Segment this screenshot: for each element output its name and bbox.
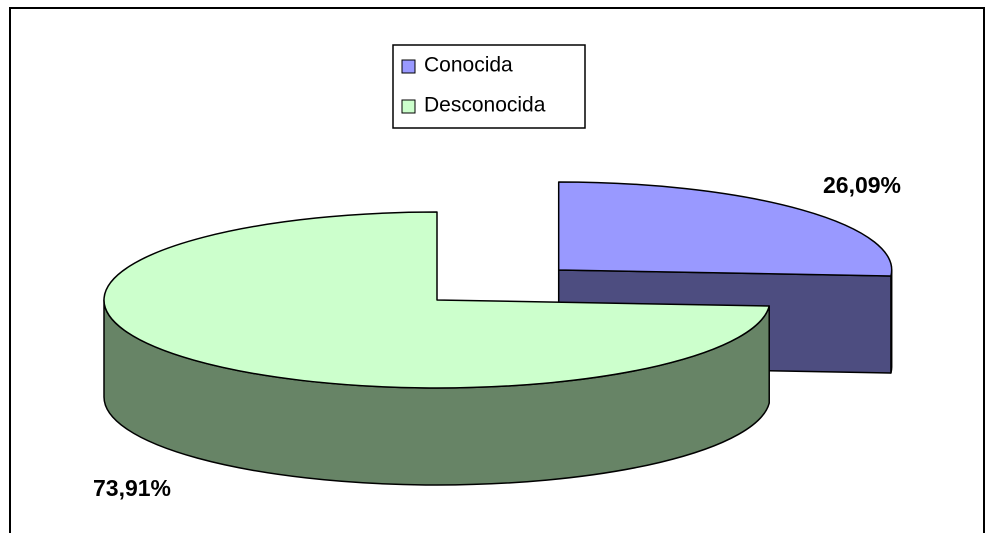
legend-label: Conocida: [424, 54, 513, 77]
chart-frame: [9, 7, 985, 533]
slice: [103, 211, 770, 389]
data-label: 26,09%: [823, 172, 901, 198]
legend: [392, 44, 586, 129]
legend-swatch: [401, 59, 416, 74]
pie: [103, 181, 893, 486]
slice: [557, 181, 893, 277]
legend-swatch: [401, 99, 416, 114]
data-label: 73,91%: [93, 475, 171, 501]
legend-label: Desconocida: [424, 94, 546, 117]
